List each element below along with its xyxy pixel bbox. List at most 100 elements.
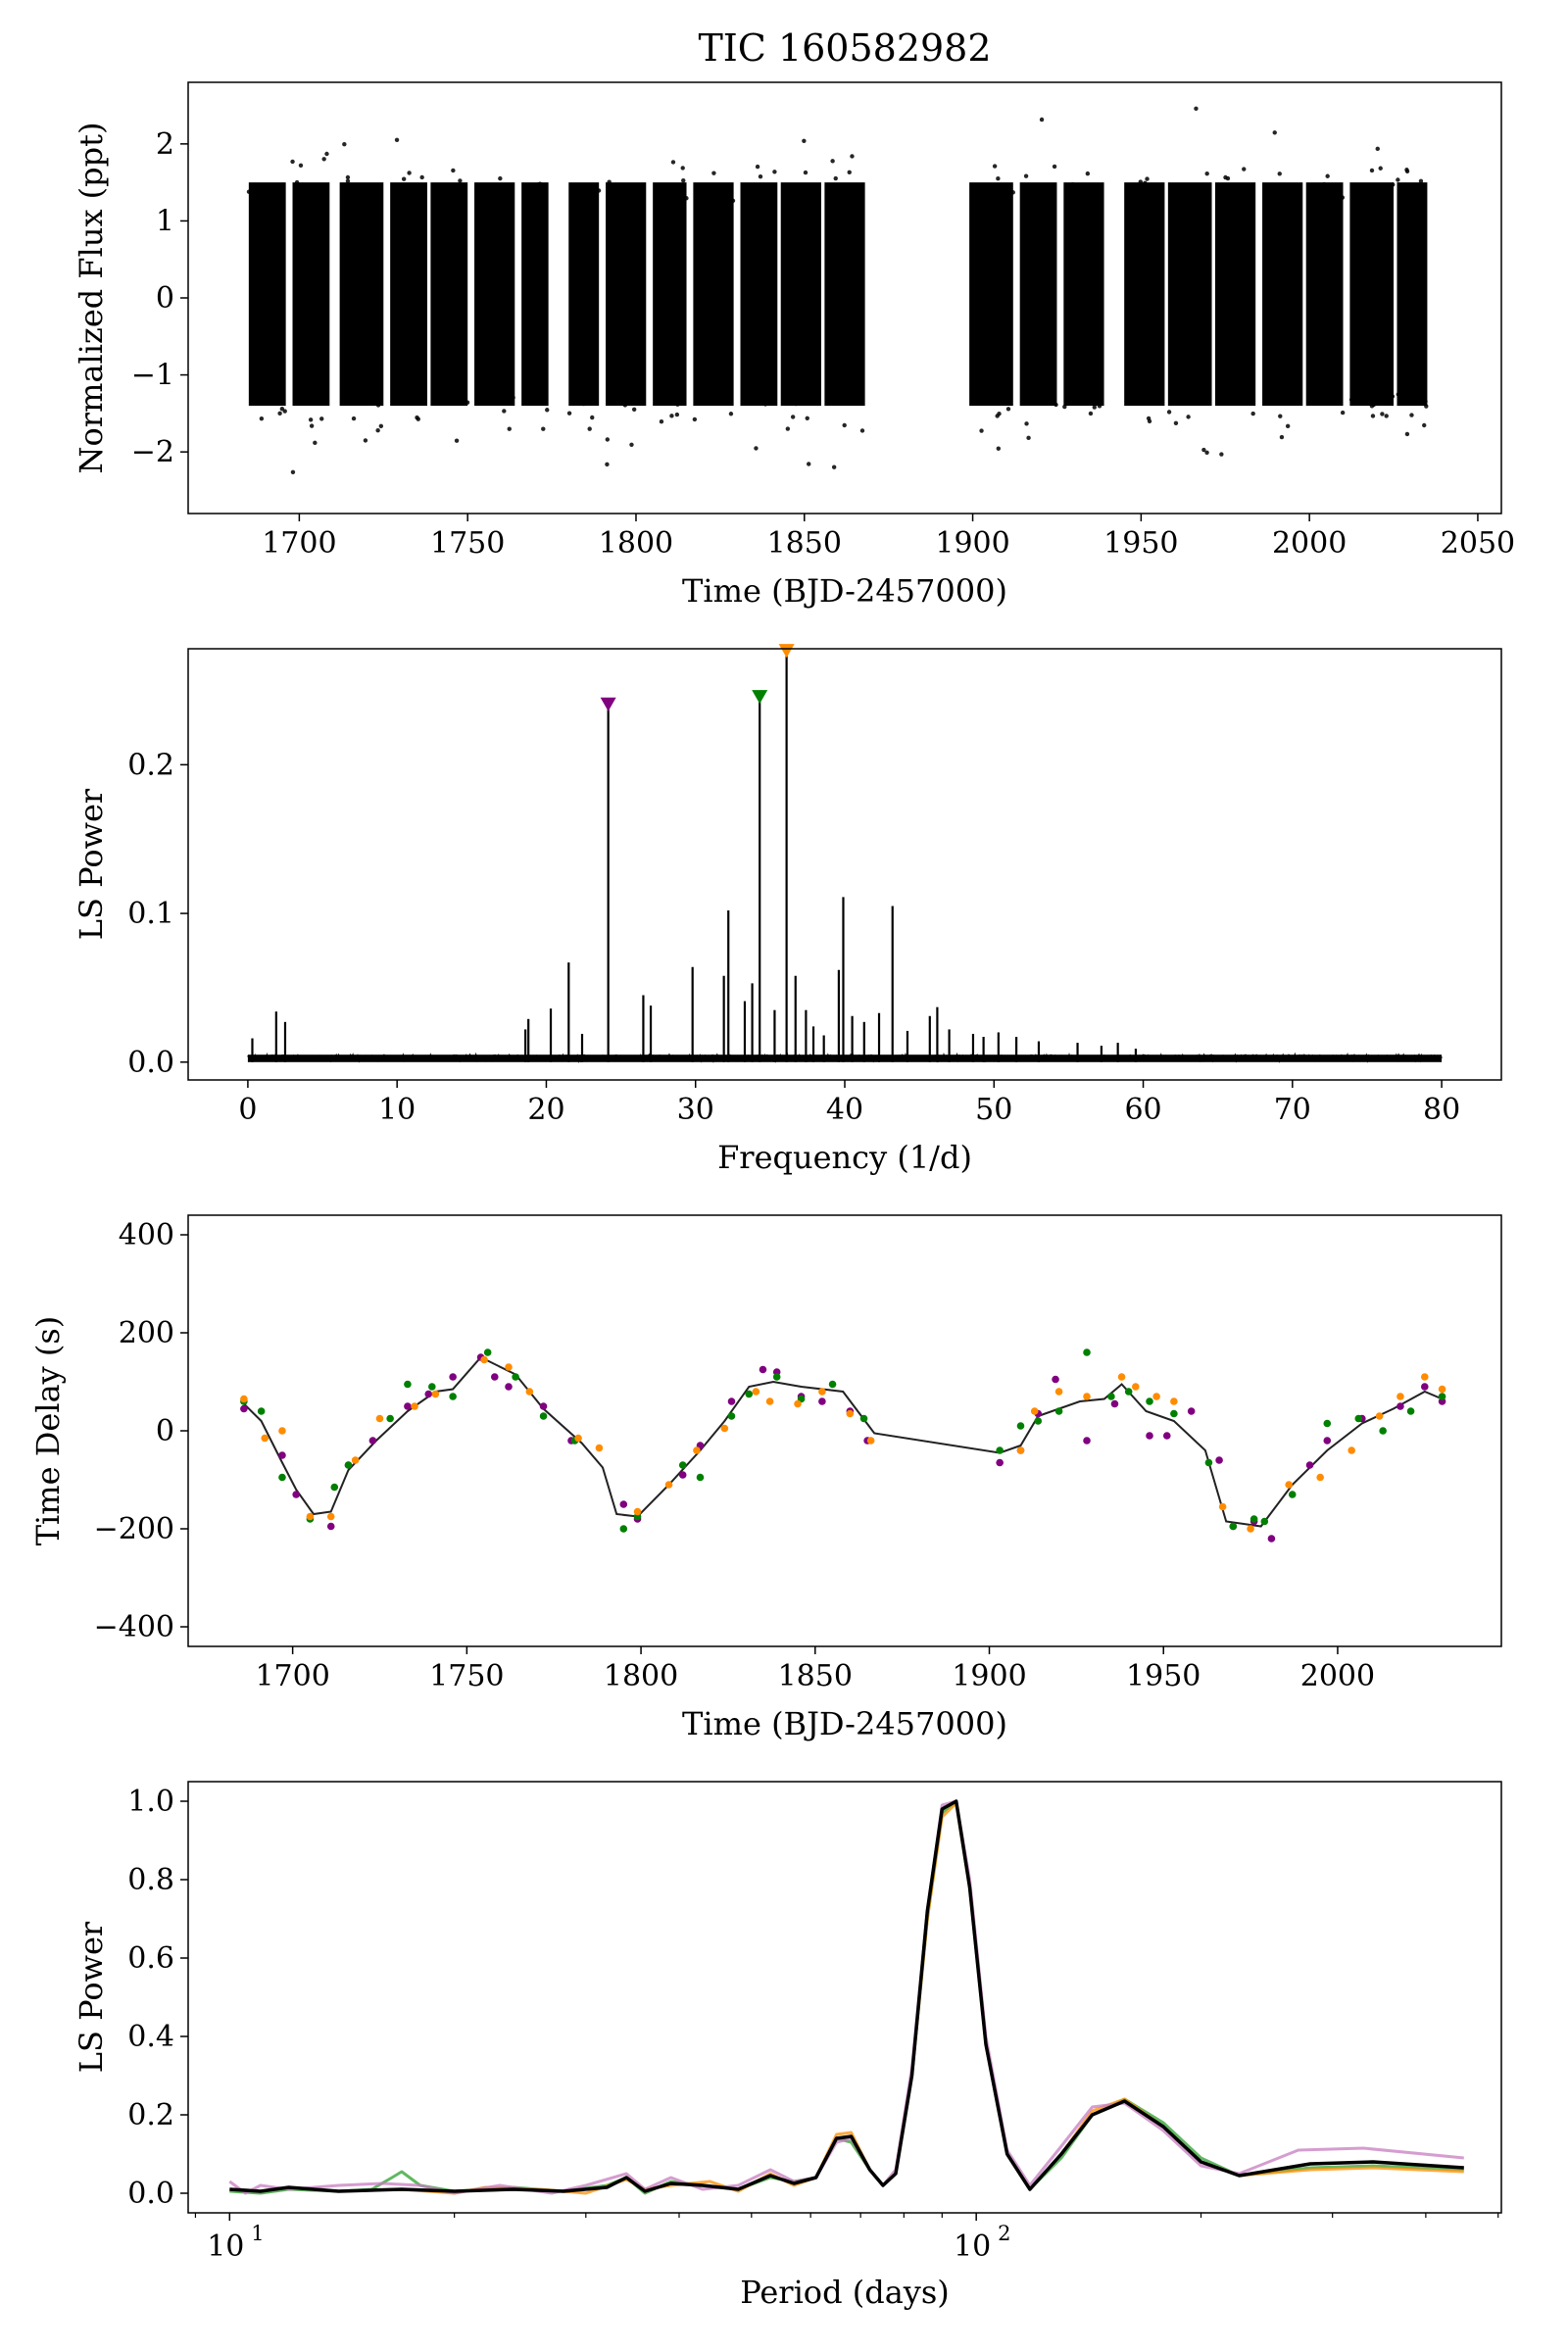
light-curve-point — [631, 407, 637, 412]
light-curve-point — [1024, 421, 1029, 426]
light-curve-point — [990, 399, 995, 405]
light-curve-point — [755, 164, 760, 170]
light-curve-point — [754, 446, 759, 451]
time-delay-point — [330, 1483, 339, 1492]
light-curve-point — [629, 442, 634, 448]
light-curve-point — [502, 409, 507, 414]
time-delay-point — [1375, 1412, 1384, 1420]
periodogram-ytick-label: 0.0 — [127, 1046, 174, 1080]
time-delay-point — [678, 1461, 687, 1469]
time-delay-point — [1083, 1348, 1091, 1356]
light-curve-dense-block — [780, 182, 821, 406]
time-delay-point — [1354, 1414, 1363, 1423]
light-curve-dense-block — [1305, 182, 1344, 406]
time-delay-point — [772, 1373, 781, 1381]
light-curve-point — [318, 187, 322, 193]
light-curve-point — [1168, 182, 1173, 188]
time-delay-ytick-label: −200 — [94, 1512, 174, 1546]
light-curve-point — [758, 173, 763, 179]
time-delay-point — [411, 1402, 418, 1410]
time-delay-point — [633, 1507, 642, 1516]
time-delay-point — [1438, 1385, 1446, 1394]
light-curve-point — [1278, 414, 1283, 418]
light-curve-point — [507, 426, 512, 431]
light-curve-point — [487, 191, 492, 196]
light-curve-xtick-label: 1700 — [262, 526, 336, 561]
light-curve-point — [407, 171, 412, 175]
light-curve-point — [294, 179, 300, 185]
light-curve-point — [681, 178, 686, 183]
time-delay-point — [1170, 1397, 1178, 1405]
light-curve-point — [1010, 190, 1015, 195]
light-curve-point — [1375, 146, 1380, 152]
light-curve-point — [711, 399, 717, 405]
light-curve-point — [1340, 195, 1346, 200]
time-delay-point — [866, 1437, 875, 1445]
light-curve-point — [785, 426, 791, 431]
light-curve-point — [259, 416, 265, 421]
light-curve-point — [1201, 447, 1206, 453]
time-delay-point — [1152, 1393, 1160, 1400]
light-curve-point — [996, 176, 1001, 181]
time-delay-point — [1247, 1525, 1254, 1533]
light-curve-point — [1166, 410, 1172, 415]
light-curve-point — [850, 154, 855, 159]
light-curve-xtick-label: 1850 — [767, 526, 842, 561]
light-curve-point — [1088, 411, 1094, 416]
panel-time-delay: 1700 1750 1800 1850 1900 1950 2000 −400 −200 0 200… — [29, 1214, 1502, 1742]
light-curve-point — [522, 396, 528, 401]
light-curve-point — [1285, 423, 1291, 429]
time-delay-point — [1229, 1522, 1238, 1531]
light-curve-point — [454, 438, 460, 443]
light-curve-xtick-label: 1750 — [430, 526, 505, 561]
light-curve-point — [1204, 171, 1209, 176]
light-curve-point — [831, 465, 837, 469]
light-curve-point — [596, 188, 602, 193]
light-curve-point — [1390, 394, 1396, 399]
light-curve-point — [607, 179, 612, 184]
time-delay-point — [1016, 1446, 1025, 1454]
time-delay-point — [368, 1437, 377, 1445]
time-delay-ytick-label: 400 — [119, 1218, 174, 1252]
light-curve-point — [521, 188, 527, 194]
time-delay-point — [1348, 1446, 1355, 1454]
light-curve-point — [797, 394, 803, 399]
light-curve-point — [364, 191, 369, 197]
light-curve-point — [1190, 393, 1195, 398]
light-curve-point — [571, 395, 577, 401]
time-delay-point — [1054, 1388, 1063, 1396]
light-curve-point — [615, 395, 621, 401]
time-delay-point — [292, 1491, 300, 1498]
light-curve-point — [1409, 196, 1414, 201]
light-curve-point — [728, 412, 734, 416]
light-curve-point — [498, 175, 503, 181]
panel-time-delay-frame — [187, 1214, 1502, 1647]
light-curve-point — [319, 416, 324, 421]
light-curve-point — [298, 163, 304, 168]
time-delay-point — [525, 1388, 534, 1396]
light-curve-point — [375, 428, 380, 433]
time-delay-point — [424, 1390, 433, 1398]
light-curve-point — [1378, 166, 1383, 171]
light-curve-point — [309, 423, 315, 428]
time-delay-point — [693, 1446, 701, 1454]
time-delay-point — [278, 1427, 286, 1435]
time-delay-point — [996, 1446, 1004, 1454]
time-delay-point — [1396, 1402, 1404, 1410]
light-curve-point — [1138, 179, 1144, 184]
light-curve-point — [279, 407, 285, 412]
light-curve-point — [762, 402, 768, 407]
light-curve-point — [1371, 402, 1377, 408]
delay-periodogram-ytick-label: 0.4 — [127, 2020, 174, 2054]
light-curve-point — [290, 159, 295, 165]
time-delay-point — [431, 1390, 440, 1398]
time-delay-point — [1421, 1373, 1429, 1381]
light-curve-point — [986, 199, 991, 204]
light-curve-dense-block — [430, 182, 468, 406]
light-curve-point — [308, 417, 314, 422]
light-curve-point — [440, 394, 446, 399]
light-curve-point — [300, 182, 305, 187]
light-curve-point — [1321, 181, 1327, 187]
light-curve-point — [1204, 450, 1209, 455]
periodogram-xlabel: Frequency (1/d) — [717, 1139, 972, 1176]
